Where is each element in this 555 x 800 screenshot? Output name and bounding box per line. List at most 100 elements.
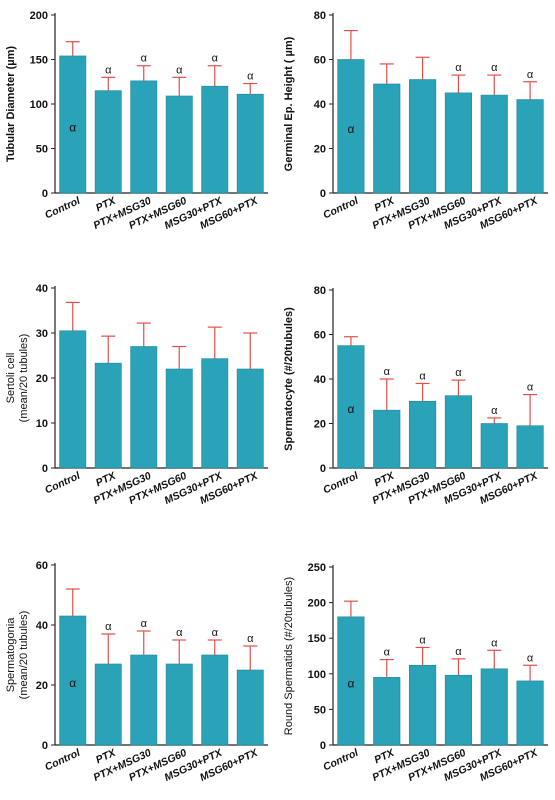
y-tick-label: 0	[320, 740, 326, 752]
y-tick-label: 0	[42, 188, 48, 200]
y-tick-label: 0	[42, 463, 48, 475]
y-tick-label: 50	[314, 704, 326, 716]
bar-MSG60+PTX	[516, 680, 544, 746]
significance-marker: α	[419, 634, 426, 646]
chart-sertoli-cell: 0 10 20 30 40 Sertoli cell (mean/20 tubules) Co…	[5, 283, 268, 507]
y-axis-label: (mean/20 tubules)	[18, 334, 30, 423]
significance-marker: α	[491, 62, 498, 74]
significance-marker: α	[347, 402, 354, 416]
y-tick-label: 150	[30, 55, 48, 67]
significance-marker: α	[105, 64, 112, 76]
bar-PTX+MSG60	[444, 395, 472, 469]
significance-marker: α	[384, 366, 391, 378]
bar-Control	[337, 59, 365, 194]
bar-MSG60+PTX	[236, 669, 264, 746]
bar-Control	[59, 55, 87, 194]
y-tick-label: 100	[308, 669, 326, 681]
significance-marker: α	[419, 370, 426, 382]
y-tick-label: 30	[36, 328, 48, 340]
bar-MSG30+PTX	[201, 85, 229, 194]
chart-tubular-diameter: 0 50 100 150 200 Tubular Diameter (µm) α Contro…	[5, 10, 268, 232]
x-tick-label: Control	[43, 746, 83, 773]
bar-PTX+MSG30	[409, 400, 437, 469]
bar-MSG60+PTX	[236, 368, 264, 469]
bar-MSG30+PTX	[480, 668, 508, 746]
y-tick-label: 40	[36, 620, 48, 632]
y-tick-label: 0	[320, 188, 326, 200]
chart-spermatocyte: 0 20 40 60 80 Spermatocyte (#/20tubules) α Cont…	[283, 285, 548, 507]
bar-MSG60+PTX	[516, 99, 544, 194]
y-axis-label: (mean/20 tubules)	[18, 611, 30, 700]
y-tick-label: 20	[314, 419, 326, 431]
significance-marker: α	[141, 618, 148, 630]
bar-PTX+MSG60	[165, 95, 193, 194]
bar-PTX	[94, 90, 122, 194]
y-tick-label: 200	[30, 10, 48, 22]
bar-MSG60+PTX	[516, 425, 544, 469]
y-tick-label: 0	[42, 740, 48, 752]
bar-PTX+MSG60	[444, 674, 472, 746]
y-tick-label: 50	[36, 144, 48, 156]
bar-MSG30+PTX	[480, 94, 508, 194]
significance-marker: α	[247, 71, 254, 83]
bar-MSG30+PTX	[201, 358, 229, 469]
y-tick-label: 100	[30, 99, 48, 111]
bar-Control	[59, 615, 87, 746]
y-axis-label: Germinal Ep. Height ( µm)	[283, 36, 295, 171]
significance-marker: α	[347, 122, 354, 136]
significance-marker: α	[69, 120, 76, 134]
y-axis-label: Spermatocyte (#/20tubules)	[283, 307, 295, 451]
bar-PTX+MSG60	[444, 92, 472, 194]
y-tick-label: 0	[320, 463, 326, 475]
significance-marker: α	[105, 621, 112, 633]
significance-marker: α	[212, 627, 219, 639]
bar-MSG30+PTX	[480, 423, 508, 469]
y-tick-label: 10	[36, 418, 48, 430]
bar-PTX	[373, 677, 401, 746]
bar-MSG30+PTX	[201, 654, 229, 746]
significance-marker: α	[455, 367, 462, 379]
significance-marker: α	[384, 647, 391, 659]
significance-marker: α	[527, 69, 534, 81]
y-tick-label: 80	[314, 285, 326, 297]
bar-PTX+MSG30	[409, 664, 437, 746]
y-tick-label: 20	[36, 680, 48, 692]
bar-PTX+MSG30	[130, 346, 158, 469]
bar-PTX	[94, 362, 122, 469]
y-axis-label: Spermatogonia	[5, 617, 17, 692]
y-tick-label: 60	[36, 560, 48, 572]
bar-PTX+MSG30	[130, 654, 158, 746]
chart-round-spermatids: 0 50 100 150 200 250 Round Spermatids (#/20tub…	[283, 562, 548, 784]
bar-PTX+MSG60	[165, 368, 193, 469]
significance-marker: α	[247, 633, 254, 645]
y-tick-label: 20	[314, 144, 326, 156]
significance-marker: α	[347, 676, 354, 690]
y-tick-label: 250	[308, 562, 326, 574]
chart-spermatogonia: 0 20 40 60 Spermatogonia (mean/20 tubules) α Co…	[5, 560, 268, 784]
y-tick-label: 60	[314, 55, 326, 67]
bar-PTX	[373, 83, 401, 194]
significance-marker: α	[527, 382, 534, 394]
significance-marker: α	[212, 53, 219, 65]
x-tick-label: Control	[321, 469, 361, 496]
significance-marker: α	[176, 64, 183, 76]
significance-marker: α	[455, 646, 462, 658]
y-tick-label: 40	[314, 99, 326, 111]
significance-marker: α	[527, 652, 534, 664]
bar-Control	[59, 330, 87, 469]
y-axis-label: Sertoli cell	[5, 353, 17, 404]
y-tick-label: 150	[308, 633, 326, 645]
bar-Control	[337, 616, 365, 746]
significance-marker: α	[455, 62, 462, 74]
significance-marker: α	[69, 676, 76, 690]
y-axis-label: Tubular Diameter (µm)	[5, 46, 17, 162]
y-tick-label: 60	[314, 330, 326, 342]
bar-PTX+MSG30	[130, 80, 158, 194]
bar-PTX	[94, 663, 122, 746]
y-tick-label: 40	[314, 374, 326, 386]
x-tick-label: Control	[321, 194, 361, 221]
bar-PTX+MSG60	[165, 663, 193, 746]
y-tick-label: 20	[36, 373, 48, 385]
significance-marker: α	[141, 53, 148, 65]
bar-PTX	[373, 409, 401, 469]
